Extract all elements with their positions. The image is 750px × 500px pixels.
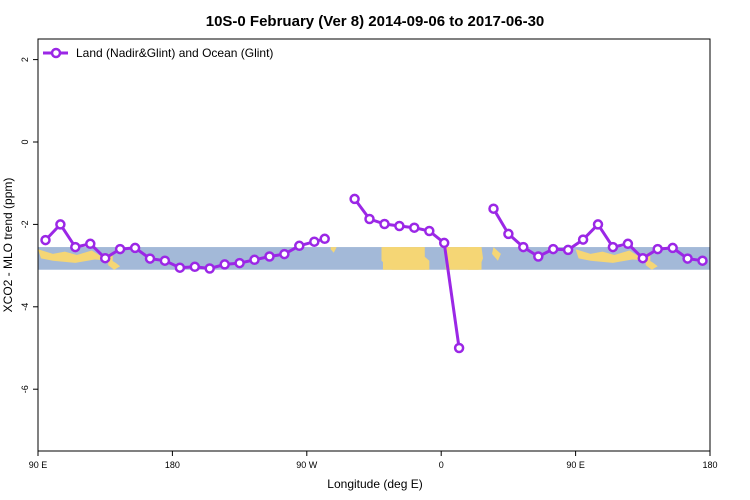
- ocean-band: [38, 247, 710, 270]
- data-point: [488, 203, 499, 214]
- plot-frame: [37, 38, 711, 452]
- data-point: [319, 233, 330, 245]
- data-point: [85, 238, 96, 250]
- data-point: [234, 257, 245, 269]
- data-point: [114, 243, 126, 255]
- y-tick-label: -2: [20, 220, 30, 228]
- data-point: [55, 219, 66, 230]
- data-point: [349, 193, 360, 205]
- x-axis-label: Longitude (deg E): [327, 477, 422, 491]
- data-point: [174, 262, 186, 273]
- x-tick-label: 90 W: [296, 460, 318, 470]
- data-point: [438, 237, 450, 249]
- data-point: [453, 342, 465, 354]
- data-point: [129, 242, 141, 254]
- x-tick-label: 0: [439, 460, 444, 470]
- data-point: [159, 255, 171, 266]
- land-patch: [330, 247, 337, 253]
- land-patch: [108, 258, 121, 270]
- data-point: [40, 234, 51, 246]
- data-point: [622, 238, 634, 250]
- data-point: [219, 259, 230, 270]
- data-point: [577, 234, 589, 245]
- data-point: [279, 248, 290, 260]
- data-point: [409, 222, 420, 233]
- data-point: [652, 243, 663, 255]
- data-point: [294, 240, 305, 252]
- y-tick-label: -4: [20, 303, 30, 311]
- data-point: [204, 263, 215, 274]
- data-point: [682, 253, 693, 264]
- data-point: [379, 218, 390, 230]
- data-point: [144, 253, 156, 264]
- data-point: [547, 243, 559, 255]
- data-point: [592, 219, 604, 230]
- data-point: [249, 254, 260, 266]
- x-tick-label: 90 E: [566, 460, 585, 470]
- legend-label: Land (Nadir&Glint) and Ocean (Glint): [76, 46, 273, 60]
- data-point: [697, 255, 708, 266]
- land-patch: [445, 247, 482, 270]
- data-point: [607, 241, 619, 253]
- legend: Land (Nadir&Glint) and Ocean (Glint): [43, 46, 273, 60]
- y-axis: 2 0 -2 -4 -6: [20, 57, 38, 393]
- x-tick-label: 90 E: [29, 460, 48, 470]
- data-point: [562, 244, 574, 256]
- y-tick-label: 0: [20, 139, 30, 144]
- series-layer: [40, 193, 708, 354]
- data-point: [637, 252, 649, 264]
- data-point: [99, 252, 111, 264]
- x-tick-label: 180: [165, 460, 180, 470]
- data-point: [503, 228, 514, 240]
- land-patch: [38, 249, 113, 263]
- land-patch: [575, 249, 651, 263]
- land-patch: [645, 258, 658, 270]
- y-tick-label: 2: [20, 57, 30, 62]
- y-axis-label: XCO2 - MLO trend (ppm): [1, 178, 15, 313]
- data-point: [189, 261, 201, 273]
- x-axis: 90 E 180 90 W 0 90 E 180: [29, 451, 718, 470]
- data-point: [70, 241, 81, 253]
- data-point: [667, 242, 678, 254]
- chart-title: 10S-0 February (Ver 8) 2014-09-06 to 201…: [206, 13, 545, 30]
- data-point: [364, 213, 375, 225]
- data-point: [394, 220, 405, 232]
- data-point: [533, 251, 544, 262]
- data-point: [518, 241, 529, 253]
- land-patch: [492, 247, 501, 261]
- x-tick-label: 180: [702, 460, 717, 470]
- land-patch: [382, 247, 425, 270]
- legend-marker: [50, 47, 62, 59]
- data-point: [264, 251, 275, 262]
- data-point: [424, 225, 435, 237]
- latitude-band: [38, 247, 710, 270]
- data-point: [309, 236, 320, 247]
- y-tick-label: -6: [20, 385, 30, 393]
